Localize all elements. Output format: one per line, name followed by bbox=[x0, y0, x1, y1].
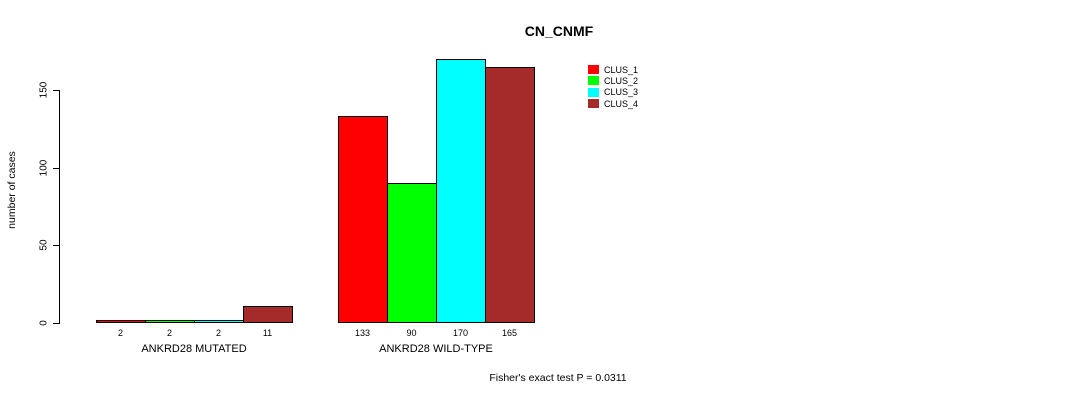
y-axis-tick bbox=[53, 167, 59, 169]
bar-value-label: 90 bbox=[406, 328, 417, 338]
x-category-label: ANKRD28 MUTATED bbox=[141, 343, 247, 355]
bar-clus_3-mutated bbox=[194, 319, 244, 323]
legend-entry-clus_4: CLUS_4 bbox=[588, 98, 638, 109]
bar-value-label: 2 bbox=[117, 328, 124, 338]
bar-value-label: 2 bbox=[166, 328, 173, 338]
bar-value-label: 2 bbox=[215, 328, 222, 338]
legend-entry-clus_3: CLUS_3 bbox=[588, 87, 638, 98]
legend-swatch-icon bbox=[588, 87, 599, 97]
legend-label: CLUS_3 bbox=[604, 87, 639, 98]
legend-label: CLUS_2 bbox=[604, 75, 639, 86]
chart-title: CN_CNMF bbox=[524, 23, 594, 39]
y-axis-line bbox=[59, 90, 60, 324]
y-axis-tick bbox=[53, 90, 59, 91]
legend-label: CLUS_1 bbox=[604, 64, 639, 75]
legend-entry-clus_2: CLUS_2 bbox=[588, 75, 638, 86]
y-axis-tick-label: 100 bbox=[38, 159, 50, 176]
bar-clus_2-mutated bbox=[145, 319, 195, 323]
bar-value-label: 11 bbox=[262, 328, 273, 338]
bar-clus_4-mutated bbox=[243, 305, 293, 323]
bar-clus_3-wild-type bbox=[436, 58, 486, 323]
y-axis-tick-label: 0 bbox=[38, 320, 50, 326]
y-axis-tick bbox=[53, 245, 59, 247]
y-axis-tick bbox=[53, 323, 59, 324]
legend: CLUS_1 CLUS_2 CLUS_3 CLUS_4 bbox=[588, 64, 638, 109]
bar-clus_4-wild-type bbox=[485, 66, 535, 323]
y-axis-tick-label: 50 bbox=[38, 239, 50, 251]
bar-clus_1-wild-type bbox=[338, 116, 388, 323]
bar-clus_2-wild-type bbox=[387, 183, 437, 323]
legend-swatch-icon bbox=[588, 65, 599, 75]
bar-clus_1-mutated bbox=[96, 319, 146, 323]
legend-label: CLUS_4 bbox=[604, 98, 639, 109]
bar-value-label: 165 bbox=[501, 328, 518, 338]
fisher-test-annotation: Fisher's exact test P = 0.0311 bbox=[489, 372, 627, 384]
legend-entry-clus_1: CLUS_1 bbox=[588, 64, 638, 75]
y-axis-label: number of cases bbox=[6, 151, 18, 229]
legend-swatch-icon bbox=[588, 76, 599, 86]
x-category-label: ANKRD28 WILD-TYPE bbox=[379, 343, 493, 355]
bar-value-label: 133 bbox=[354, 328, 371, 338]
bar-value-label: 170 bbox=[452, 328, 469, 338]
legend-swatch-icon bbox=[588, 99, 599, 109]
y-axis-tick-label: 150 bbox=[38, 81, 50, 99]
